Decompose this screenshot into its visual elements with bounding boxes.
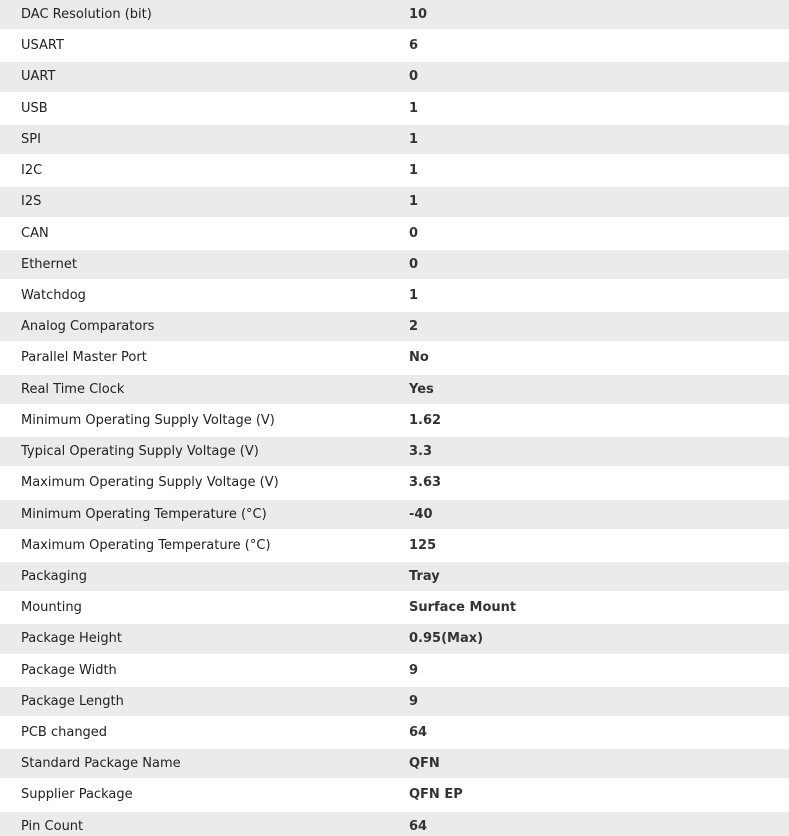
- spec-value: 3.63: [409, 475, 442, 491]
- spec-value: 10: [409, 7, 428, 22]
- spec-label: Parallel Master Port: [21, 350, 147, 366]
- spec-row: Maximum Operating Supply Voltage (V) 3.63: [0, 468, 789, 500]
- spec-label: PCB changed: [21, 725, 108, 741]
- spec-value: 1: [409, 287, 419, 303]
- spec-row: UART 0: [0, 62, 789, 94]
- spec-label: Standard Package Name: [21, 756, 181, 772]
- spec-row: I2S 1: [0, 187, 789, 219]
- spec-row: Typical Operating Supply Voltage (V) 3.3: [0, 437, 789, 469]
- spec-label: I2C: [21, 163, 43, 179]
- spec-label: Real Time Clock: [21, 381, 125, 397]
- spec-label: Minimum Operating Temperature (°C): [21, 506, 267, 522]
- spec-value: 1: [409, 194, 419, 210]
- spec-row: Package Length 9: [0, 686, 789, 719]
- spec-row: Watchdog 1: [0, 281, 789, 313]
- spec-value: Surface Mount: [409, 600, 517, 616]
- spec-value: QFN EP: [409, 787, 463, 803]
- spec-label: Analog Comparators: [21, 319, 155, 335]
- spec-value: 0.95(Max): [409, 631, 484, 647]
- spec-row: DAC Resolution (bit) 10: [0, 0, 789, 32]
- spec-label: I2S: [21, 194, 42, 210]
- spec-row: Standard Package Name QFN: [0, 749, 789, 781]
- spec-value: Tray: [409, 568, 440, 584]
- spec-label: Pin Count: [21, 818, 84, 834]
- spec-row: USB 1: [0, 94, 789, 125]
- spec-label: Mounting: [21, 600, 82, 616]
- spec-row: SPI 1: [0, 124, 789, 157]
- spec-label: CAN: [21, 225, 49, 241]
- spec-label: SPI: [21, 131, 41, 147]
- spec-value: 0: [409, 69, 419, 85]
- spec-label: USART: [21, 38, 64, 54]
- spec-row: Minimum Operating Supply Voltage (V) 1.62: [0, 406, 789, 438]
- spec-label: Typical Operating Supply Voltage (V): [21, 444, 259, 460]
- spec-value: 2: [409, 319, 419, 335]
- spec-row: Package Width 9: [0, 656, 789, 687]
- spec-value: No: [409, 350, 429, 366]
- spec-label: Minimum Operating Supply Voltage (V): [21, 412, 275, 428]
- spec-value: Yes: [409, 381, 434, 397]
- spec-row: Analog Comparators 2: [0, 312, 789, 344]
- spec-value: 3.3: [409, 444, 433, 460]
- spec-row: PCB changed 64: [0, 718, 789, 750]
- spec-label: Ethernet: [21, 256, 77, 272]
- spec-label: DAC Resolution (bit): [21, 7, 152, 22]
- spec-value: 9: [409, 693, 419, 709]
- spec-row: Minimum Operating Temperature (°C) -40: [0, 499, 789, 531]
- spec-row: Package Height 0.95(Max): [0, 624, 789, 656]
- spec-row: Supplier Package QFN EP: [0, 780, 789, 812]
- spec-row: Ethernet 0: [0, 249, 789, 281]
- spec-row: CAN 0: [0, 219, 789, 250]
- spec-row: Mounting Surface Mount: [0, 593, 789, 625]
- spec-row: Packaging Tray: [0, 561, 789, 594]
- spec-row: Pin Count 64: [0, 811, 789, 836]
- spec-value: QFN: [409, 756, 440, 772]
- spec-value: 64: [409, 725, 428, 741]
- spec-label: Maximum Operating Supply Voltage (V): [21, 475, 279, 491]
- spec-row: Real Time Clock Yes: [0, 374, 789, 406]
- spec-label: Maximum Operating Temperature (°C): [21, 537, 271, 553]
- spec-value: 125: [409, 537, 437, 553]
- spec-label: Package Width: [21, 662, 117, 678]
- spec-value: 9: [409, 662, 419, 678]
- spec-label: Package Length: [21, 693, 124, 709]
- spec-label: Watchdog: [21, 287, 86, 303]
- spec-label: USB: [21, 100, 48, 116]
- spec-row: I2C 1: [0, 156, 789, 188]
- spec-value: 1: [409, 163, 419, 179]
- spec-value: 64: [409, 818, 428, 834]
- spec-row: USART 6: [0, 31, 789, 63]
- spec-value: -40: [409, 506, 433, 522]
- spec-value: 1.62: [409, 412, 442, 428]
- spec-label: Supplier Package: [21, 787, 133, 803]
- spec-row: Parallel Master Port No: [0, 343, 789, 375]
- spec-label: Package Height: [21, 631, 122, 647]
- spec-value: 1: [409, 131, 419, 147]
- spec-value: 6: [409, 38, 419, 54]
- spec-value: 0: [409, 256, 419, 272]
- spec-value: 0: [409, 225, 419, 241]
- spec-label: Packaging: [21, 568, 87, 584]
- spec-row: Maximum Operating Temperature (°C) 125: [0, 531, 789, 562]
- spec-value: 1: [409, 100, 419, 116]
- spec-label: UART: [21, 69, 56, 85]
